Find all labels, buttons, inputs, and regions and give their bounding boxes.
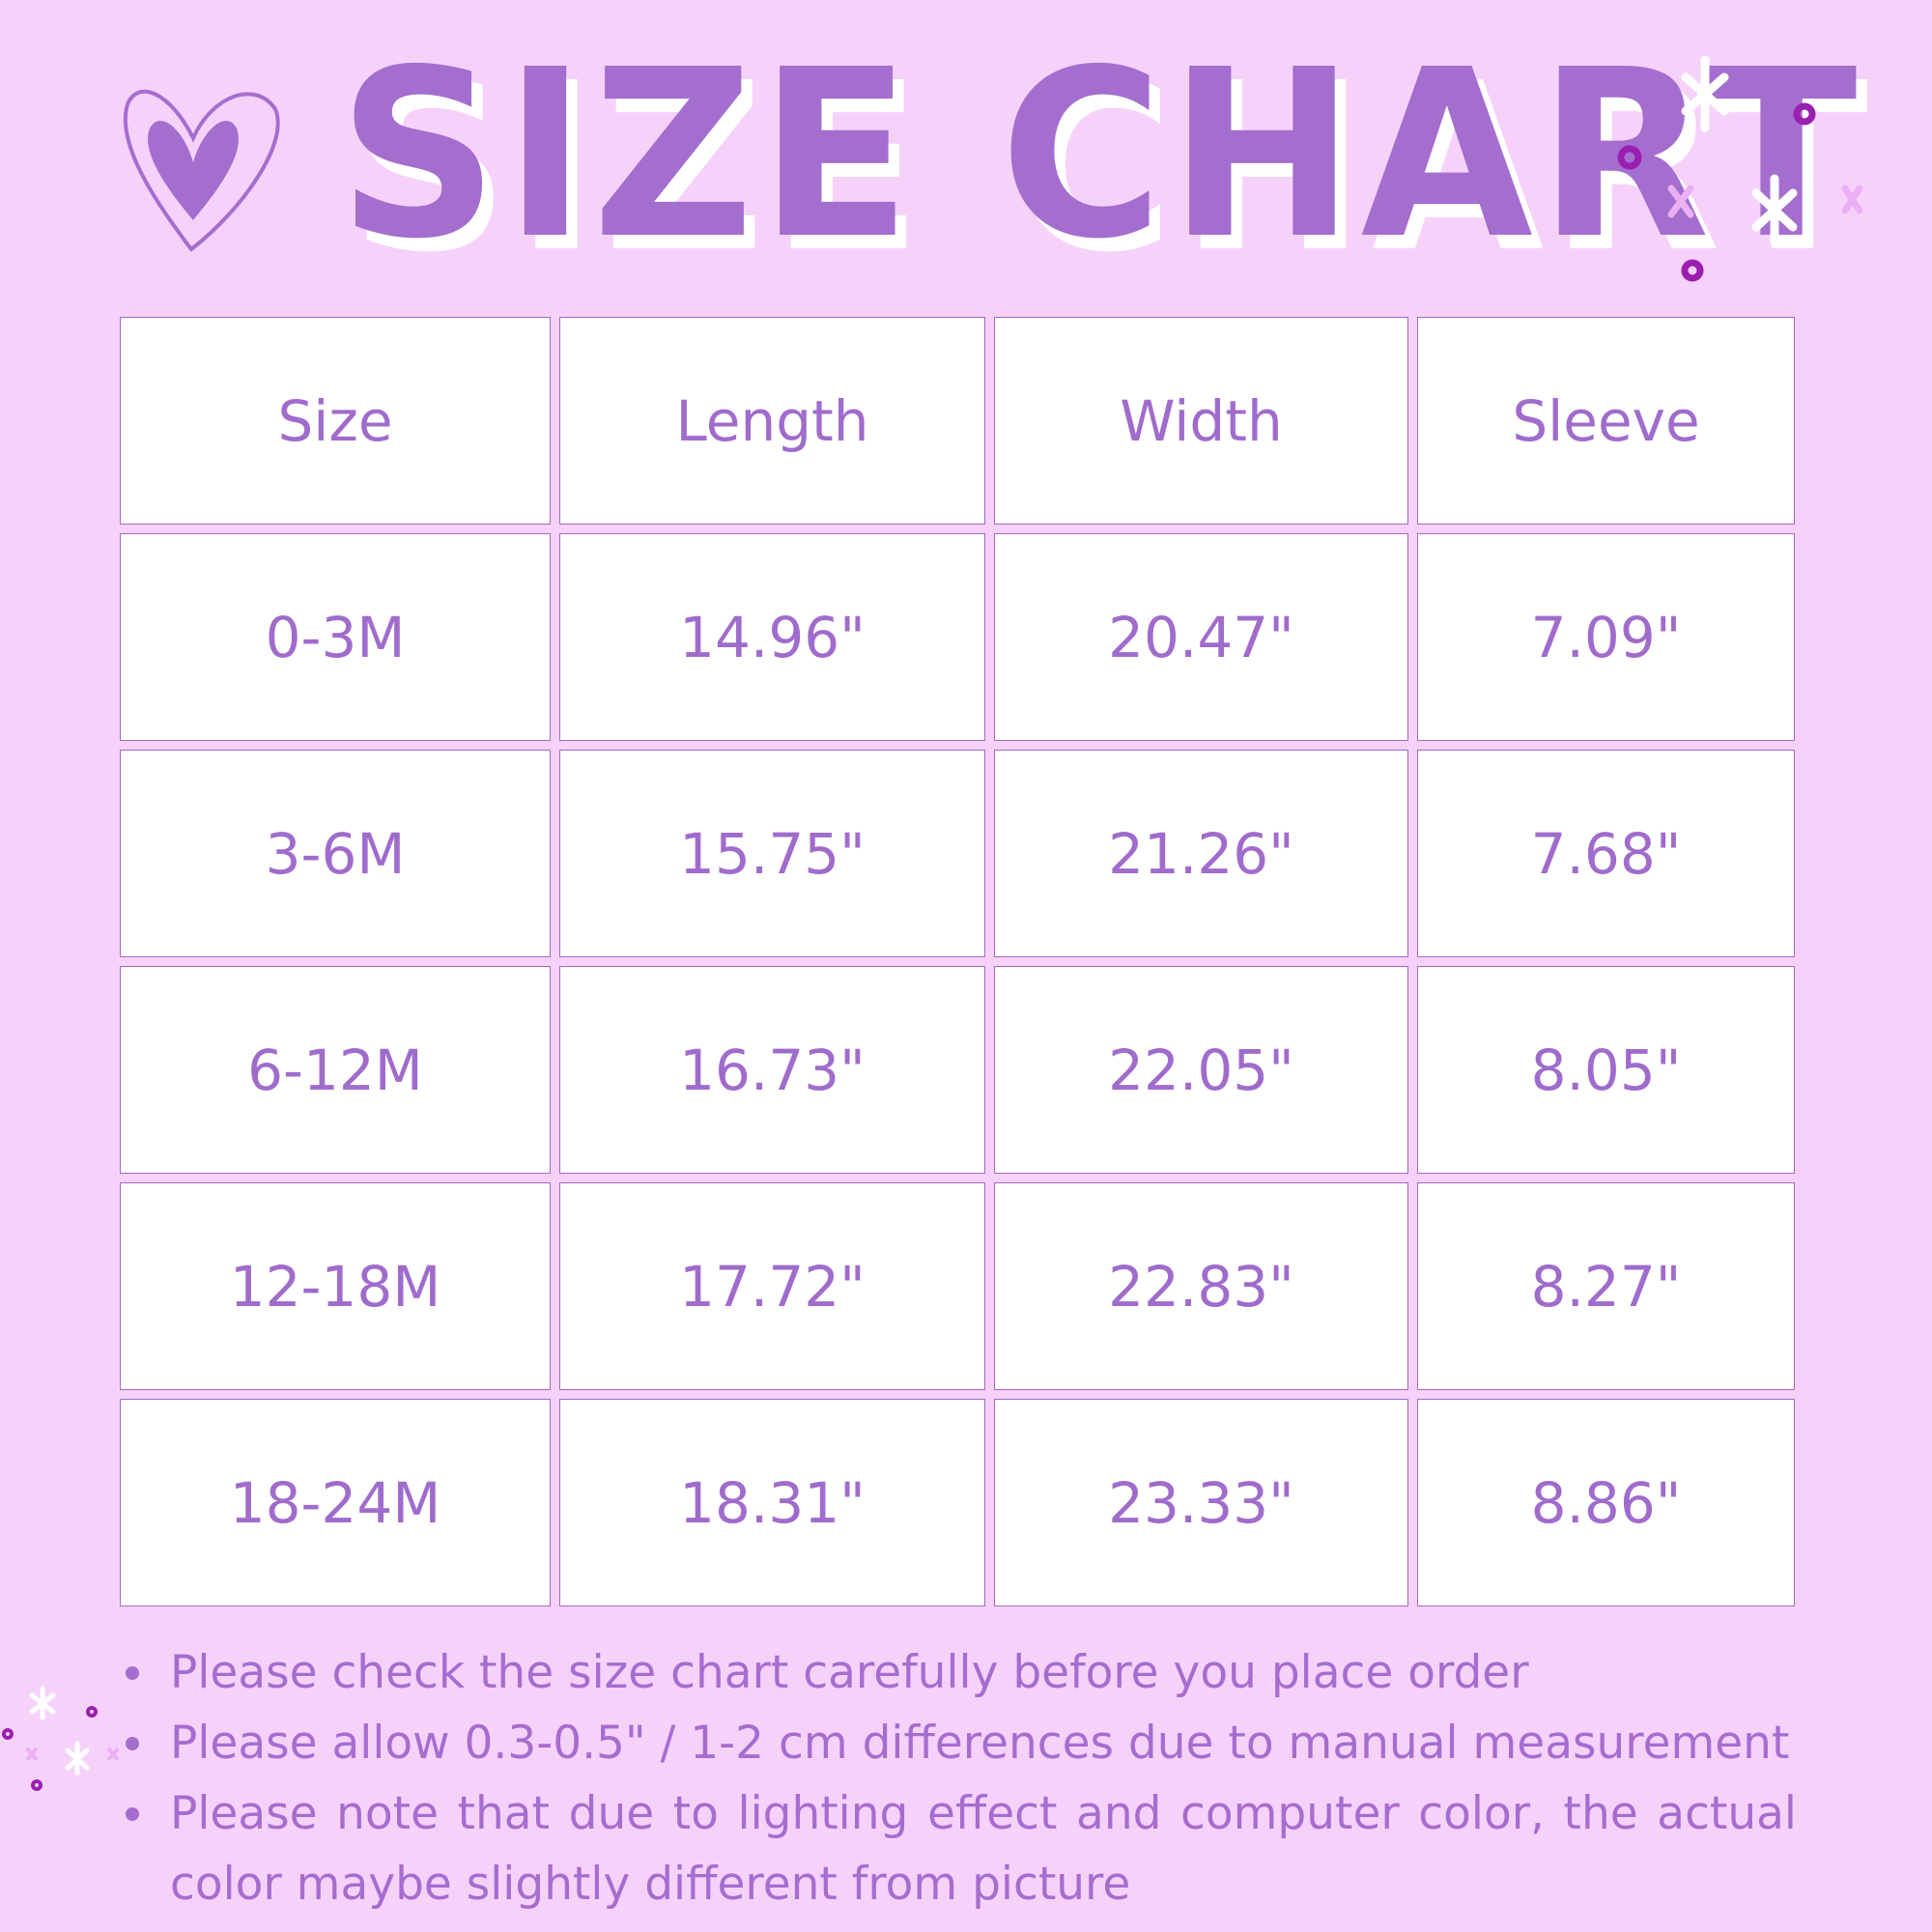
page-title: SIZE CHART — [338, 19, 1863, 290]
sparkle-icon — [2, 1686, 120, 1791]
table-cell-length: 17.72" — [559, 1182, 985, 1390]
table-cell-sleeve: 7.09" — [1417, 533, 1795, 741]
table-cell-size: 18-24M — [120, 1399, 551, 1606]
header-cell-sleeve: Sleeve — [1417, 317, 1795, 525]
table-cell-sleeve: 8.05" — [1417, 966, 1795, 1174]
table-cell-width: 22.83" — [994, 1182, 1408, 1390]
table-cell-width: 22.05" — [994, 966, 1408, 1174]
size-table: Size Length Width Sleeve 0-3M 14.96" 20.… — [120, 317, 1796, 1606]
table-cell-sleeve: 8.86" — [1417, 1399, 1795, 1606]
table-cell-length: 16.73" — [559, 966, 985, 1174]
table-cell-width: 21.26" — [994, 750, 1408, 957]
table-cell-size: 0-3M — [120, 533, 551, 741]
table-cell-length: 18.31" — [559, 1399, 985, 1606]
table-cell-size: 6-12M — [120, 966, 551, 1174]
note-item: Please note that due to lighting effect … — [126, 1778, 1797, 1919]
table-cell-sleeve: 8.27" — [1417, 1182, 1795, 1390]
note-item: Please check the size chart carefully be… — [126, 1637, 1797, 1708]
header-cell-width: Width — [994, 317, 1408, 525]
table-cell-length: 15.75" — [559, 750, 985, 957]
table-cell-width: 20.47" — [994, 533, 1408, 741]
note-item: Please allow 0.3-0.5" / 1-2 cm differenc… — [126, 1708, 1797, 1778]
header-cell-size: Size — [120, 317, 551, 525]
table-cell-length: 14.96" — [559, 533, 985, 741]
table-cell-size: 3-6M — [120, 750, 551, 957]
notes-list: Please check the size chart carefully be… — [126, 1637, 1797, 1919]
table-cell-size: 12-18M — [120, 1182, 551, 1390]
header-cell-length: Length — [559, 317, 985, 525]
heart-icon — [123, 89, 280, 252]
table-cell-width: 23.33" — [994, 1399, 1408, 1606]
table-cell-sleeve: 7.68" — [1417, 750, 1795, 957]
sparkle-icon — [1617, 55, 1863, 282]
